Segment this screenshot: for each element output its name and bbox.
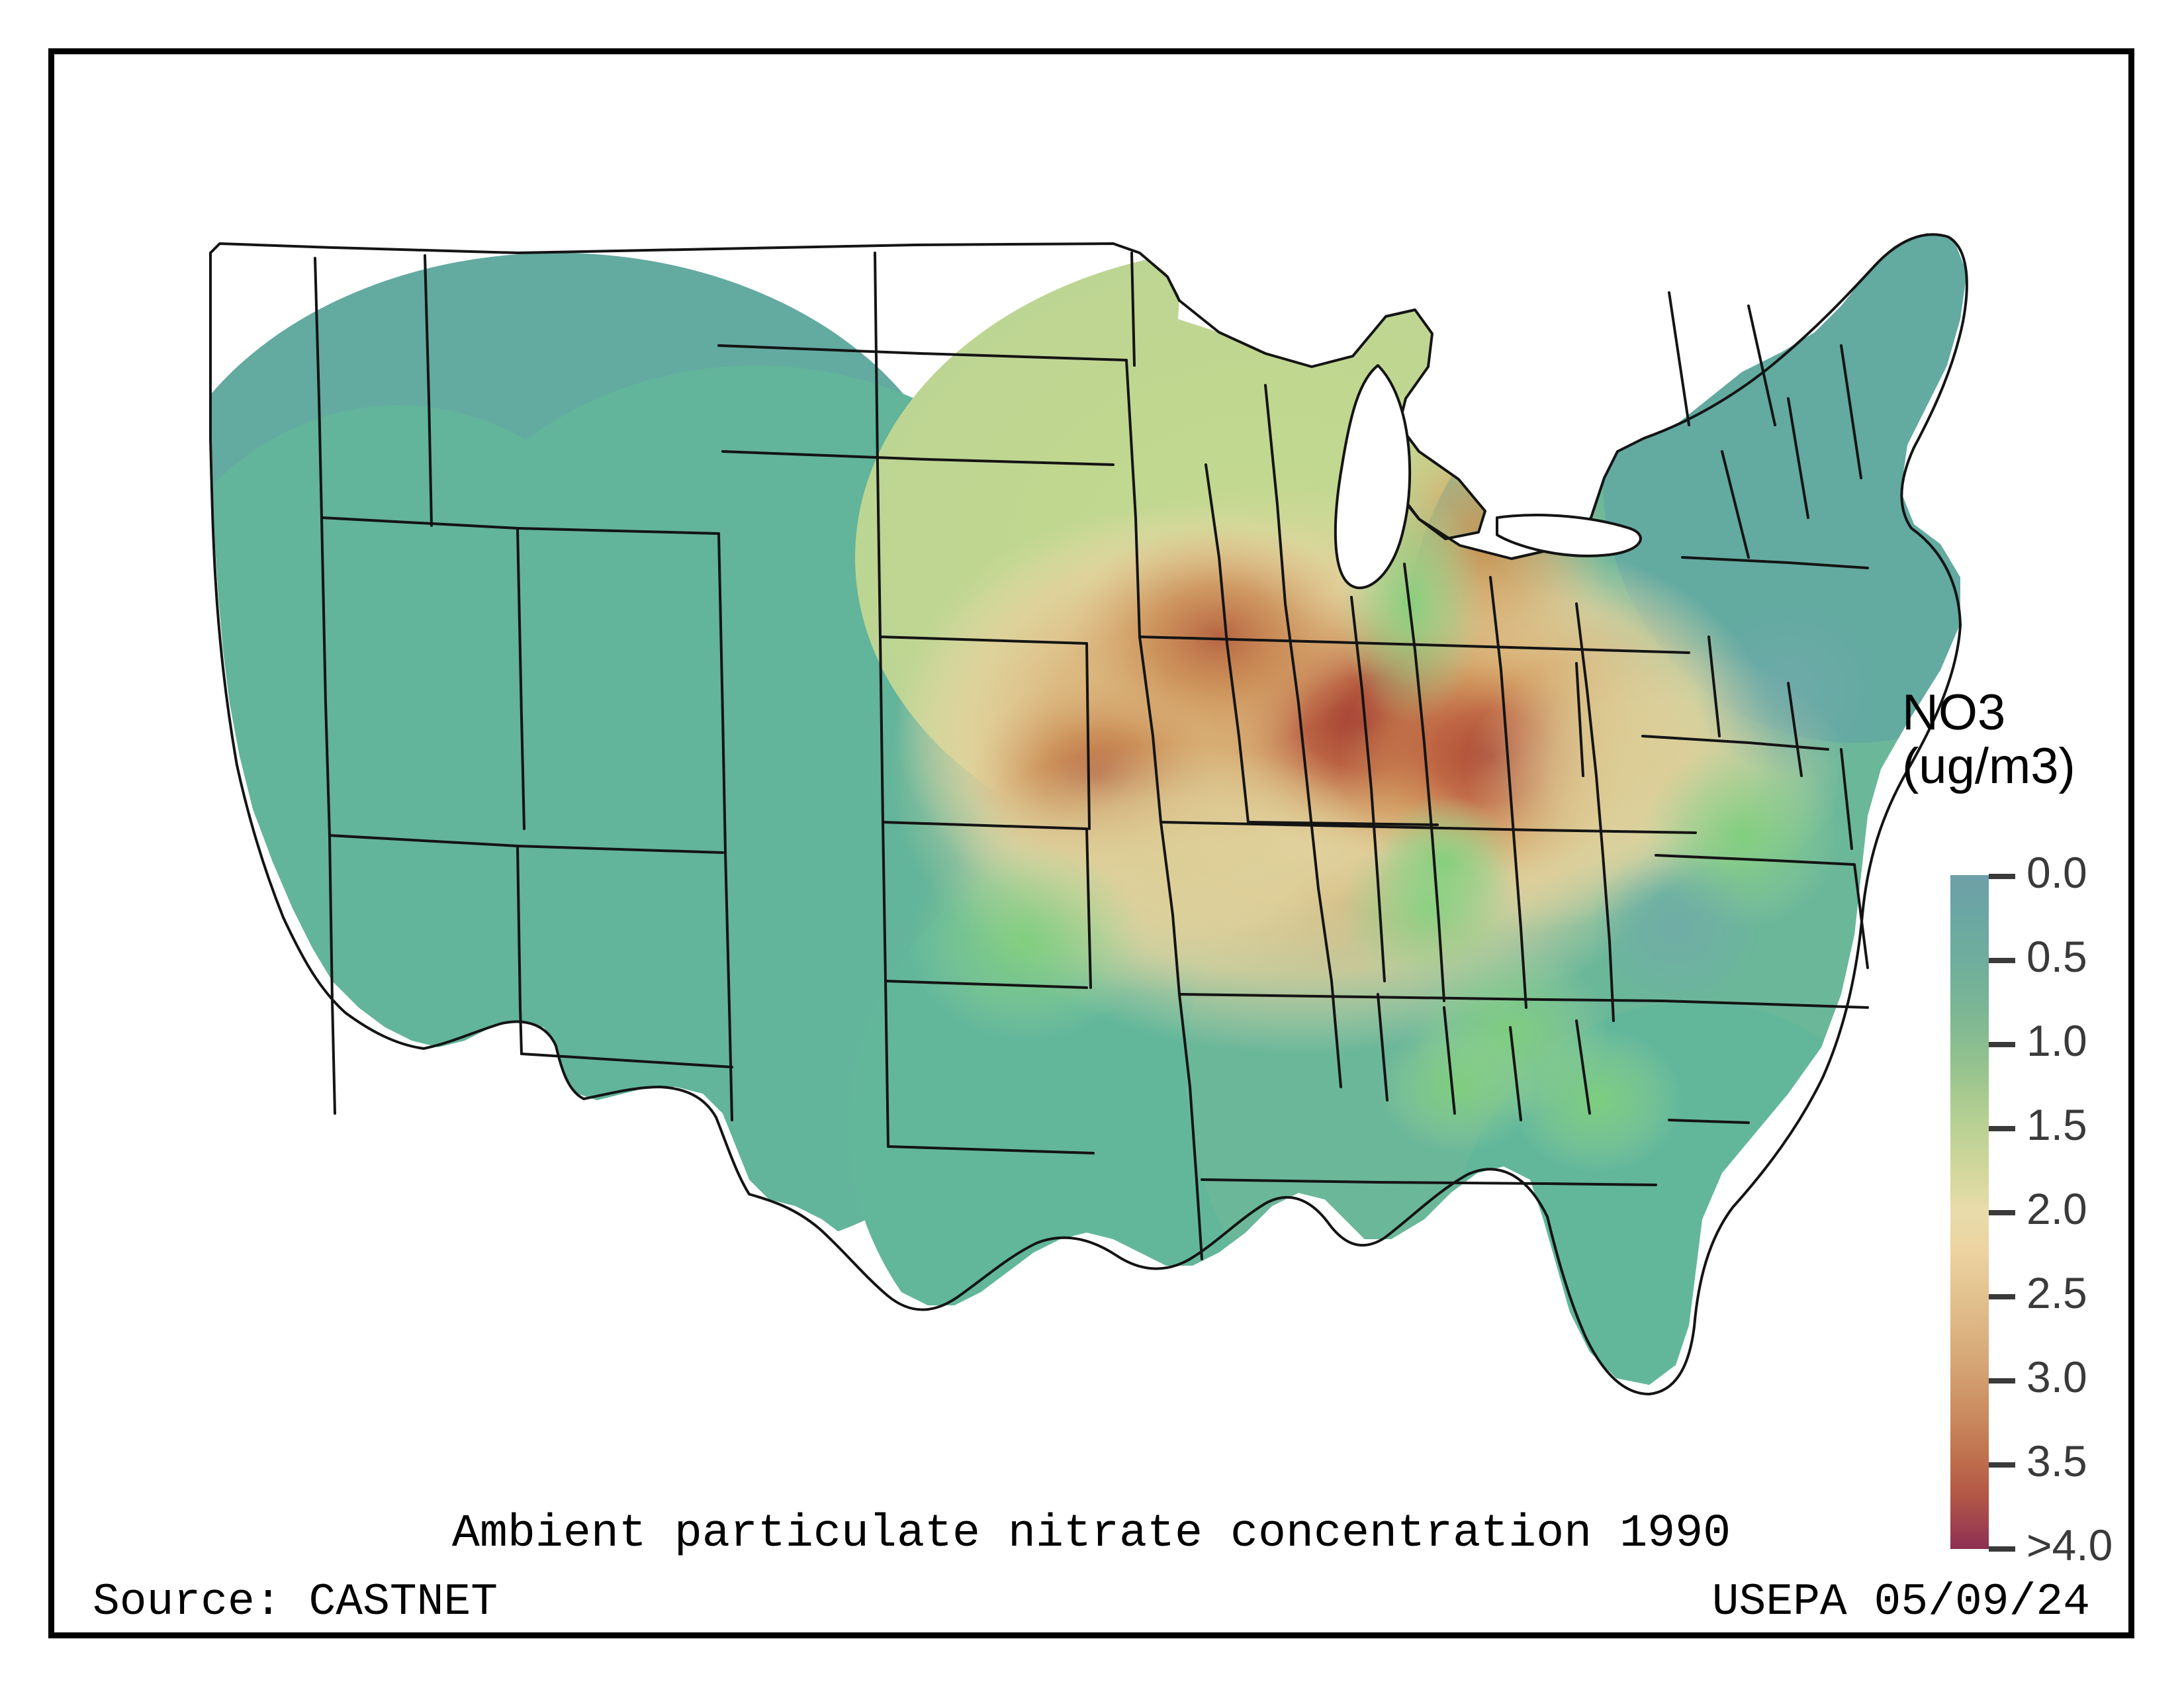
colorbar-tick-5 (1989, 1294, 2015, 1299)
colorbar-tick-3 (1989, 1126, 2015, 1131)
colorbar-tick-6 (1989, 1378, 2015, 1383)
colorbar-tick-7 (1989, 1462, 2015, 1468)
colorbar-tick-2 (1989, 1042, 2015, 1047)
colorbar-gradient (1950, 875, 1989, 1549)
colorbar-label-6: 3.0 (2026, 1352, 2087, 1401)
colorbar-label-0: 0.0 (2026, 848, 2087, 897)
colorbar-tick-1 (1989, 958, 2015, 963)
colorbar-tick-8 (1989, 1546, 2015, 1552)
concentration-field (210, 233, 1967, 1385)
map-stage (54, 54, 2128, 1497)
colorbar-label-4: 2.0 (2026, 1184, 2087, 1233)
figure-caption: Ambient particulate nitrate concentratio… (451, 1508, 1731, 1560)
legend: NO3 (ug/m3) 0.0 0.5 1.0 1.5 2.0 2.5 3.0 … (1894, 686, 2172, 1567)
colorbar-label-7: 3.5 (2026, 1436, 2087, 1485)
agency-date-label: USEPA 05/09/24 (1711, 1577, 2090, 1628)
map-outlines (209, 233, 1968, 1395)
colorbar-label-8: >4.0 (2026, 1521, 2113, 1570)
figure-frame: NO3 (ug/m3) 0.0 0.5 1.0 1.5 2.0 2.5 3.0 … (48, 48, 2134, 1638)
source-label: Source: CASTNET (93, 1577, 498, 1628)
colorbar-label-2: 1.0 (2026, 1016, 2087, 1065)
colorbar-label-1: 0.5 (2026, 932, 2087, 981)
colorbar-tick-0 (1989, 874, 2015, 879)
legend-title: NO3 (ug/m3) (1902, 684, 2075, 794)
colorbar-tick-4 (1989, 1210, 2015, 1215)
colorbar-label-5: 2.5 (2026, 1268, 2087, 1317)
colorbar-label-3: 1.5 (2026, 1100, 2087, 1149)
concentration-map (54, 54, 2128, 1497)
